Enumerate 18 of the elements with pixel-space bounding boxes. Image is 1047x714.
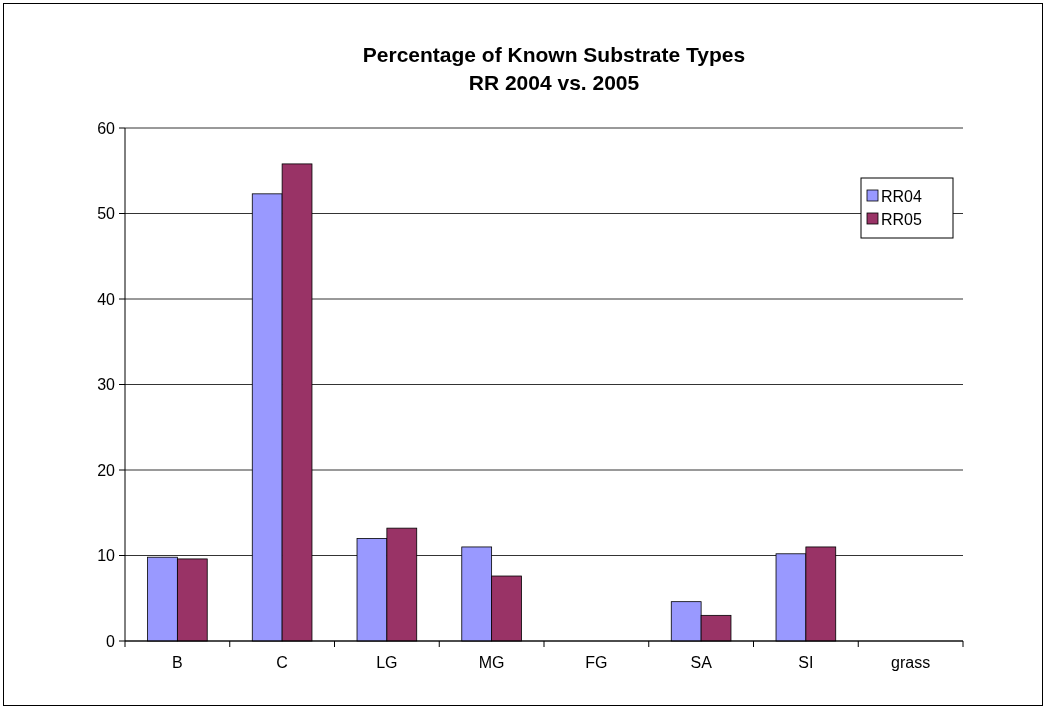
y-tick-label: 40 — [97, 290, 116, 308]
y-tick-label: 30 — [97, 376, 116, 394]
x-tick-label: MG — [478, 654, 505, 671]
legend-label: RR05 — [881, 210, 923, 228]
chart-title: Percentage of Known Substrate Types RR 2004 vs. 2005 — [362, 43, 746, 94]
x-tick-label: LG — [376, 654, 398, 671]
x-tick-label: SI — [798, 654, 814, 671]
x-tick-label: C — [276, 654, 288, 671]
legend-label: RR04 — [881, 187, 923, 205]
x-tick-label: B — [172, 654, 183, 671]
x-tick-label: grass — [891, 654, 931, 671]
y-tick-label: 0 — [106, 632, 116, 650]
y-tick-label: 10 — [97, 547, 116, 565]
x-tick-label: FG — [585, 654, 608, 671]
y-tick-label: 20 — [97, 461, 116, 479]
y-tick-label: 50 — [97, 205, 116, 223]
x-tick-label: SA — [690, 654, 713, 671]
y-tick-label: 60 — [97, 119, 116, 137]
